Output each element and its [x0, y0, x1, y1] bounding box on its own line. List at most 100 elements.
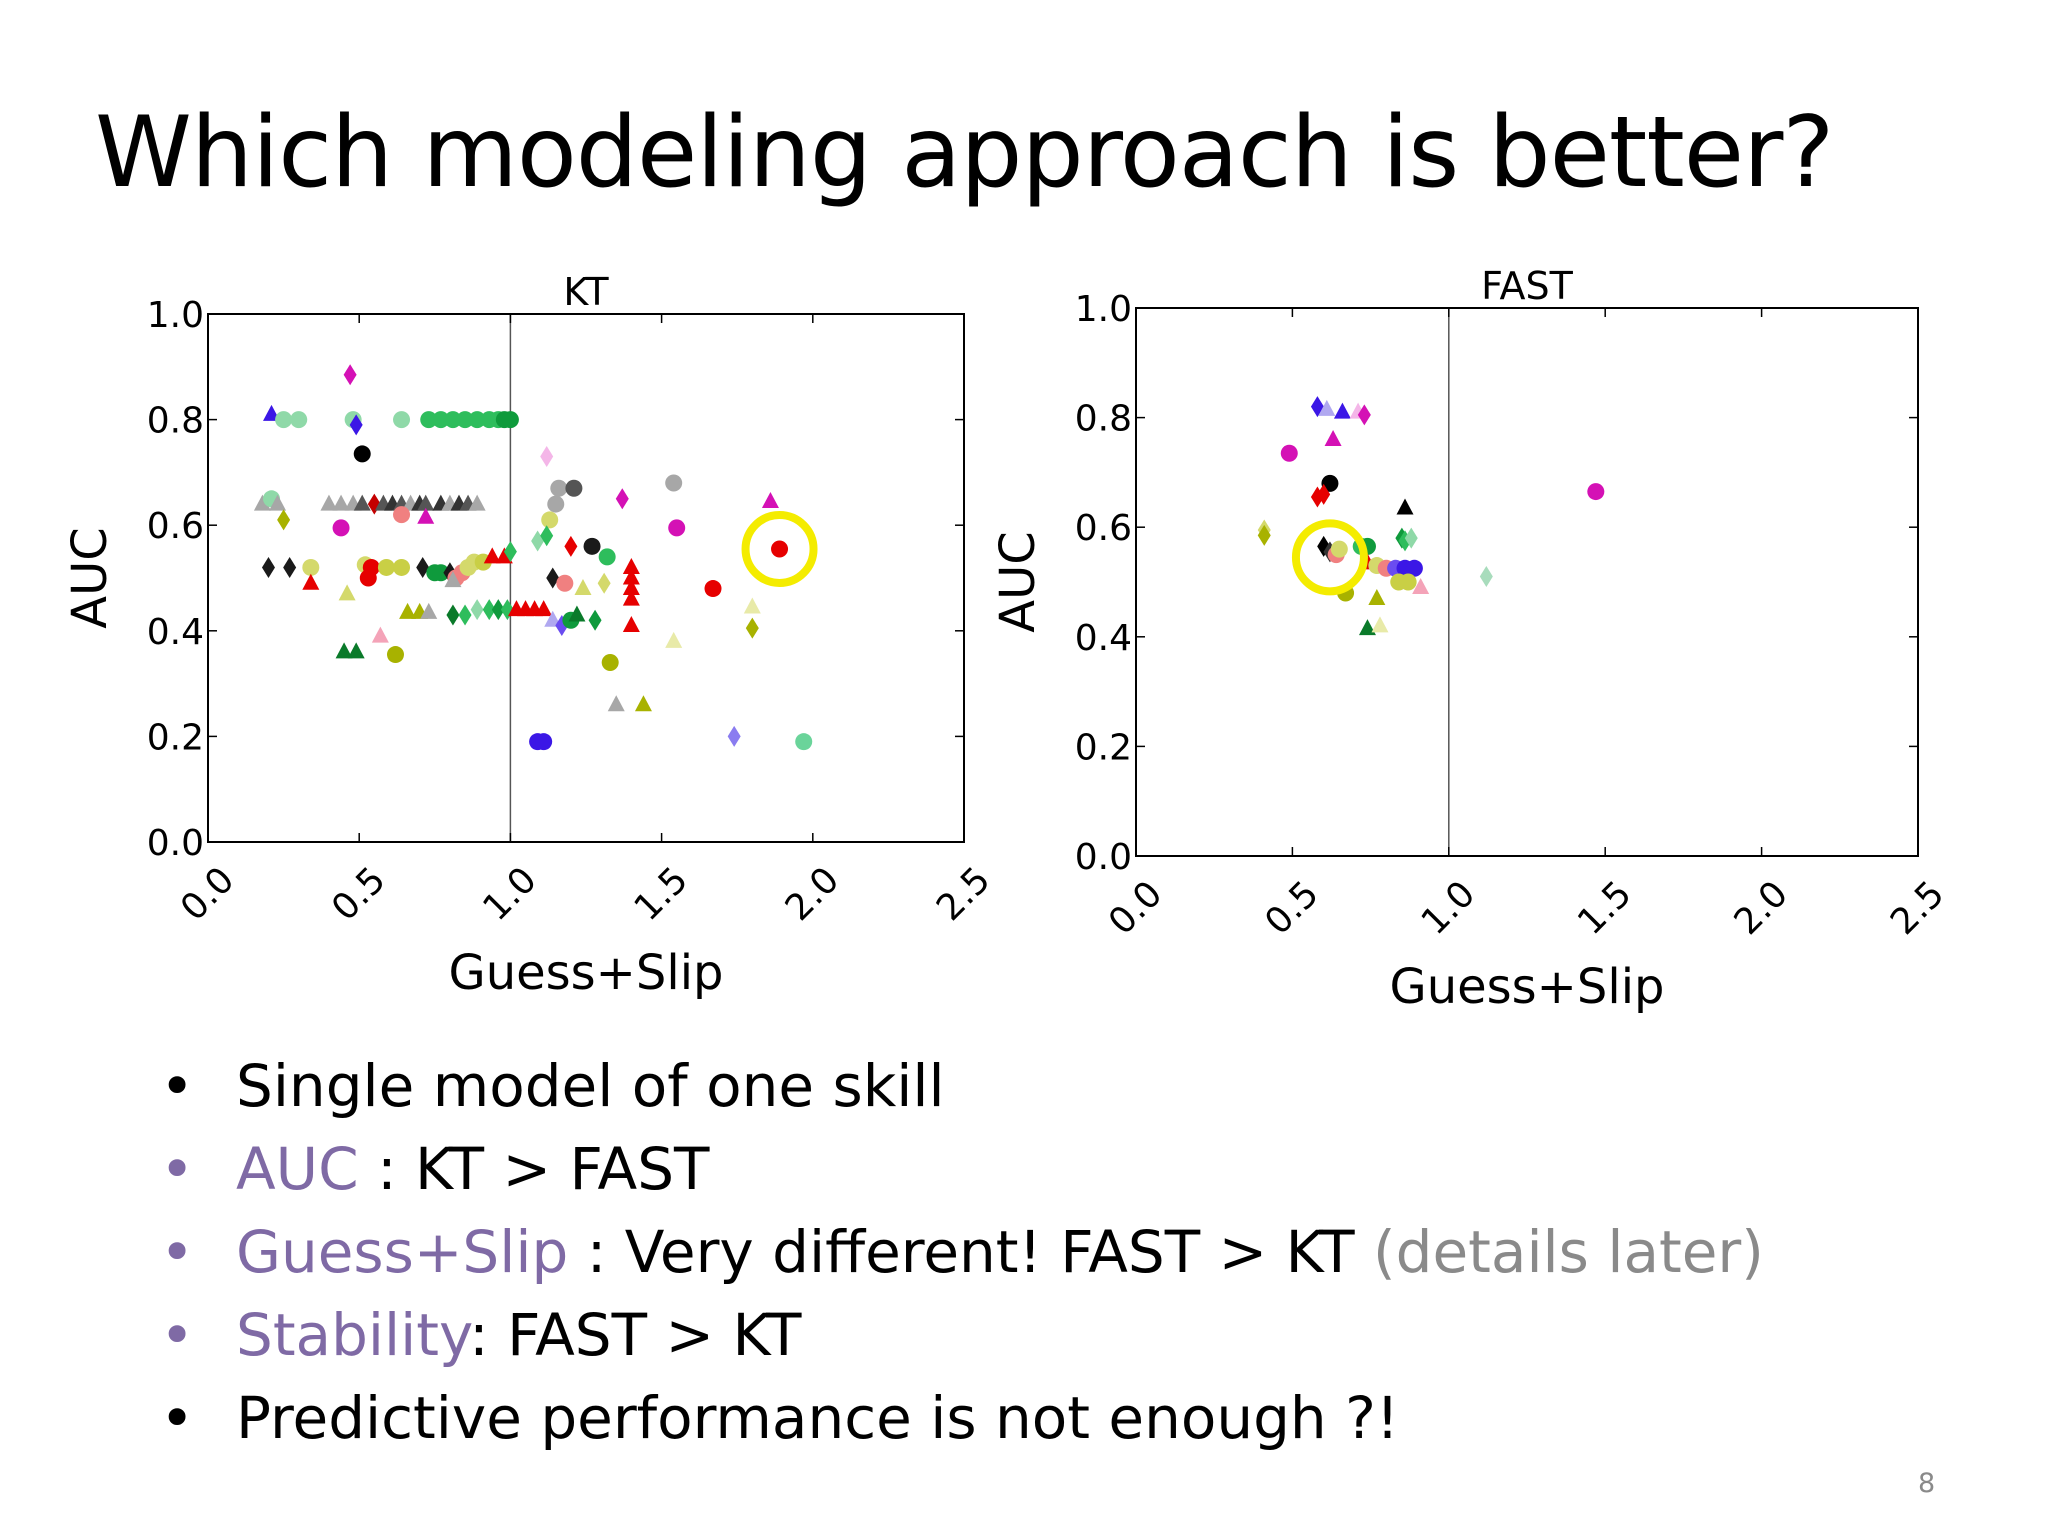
data-point — [1371, 616, 1389, 633]
data-point — [1399, 573, 1417, 591]
bullet-dot: • — [160, 1384, 195, 1452]
data-point — [745, 617, 759, 639]
data-point — [483, 547, 501, 564]
data-point — [622, 579, 640, 596]
y-tick-label: 1.0 — [147, 295, 204, 336]
bullet-item: • Predictive performance is not enough ?! — [160, 1377, 1764, 1460]
data-point — [332, 494, 350, 511]
bullet-term: Stability — [236, 1301, 470, 1369]
data-point — [386, 646, 404, 664]
data-point — [1324, 430, 1342, 447]
data-point — [377, 558, 395, 576]
data-point — [535, 733, 553, 751]
data-point — [622, 589, 640, 606]
x-axis-label: Guess+Slip — [1390, 959, 1665, 1015]
data-point — [540, 525, 554, 547]
bullet-text: : FAST > KT — [469, 1301, 802, 1369]
data-point — [416, 556, 430, 578]
data-point — [615, 488, 629, 510]
y-tick-label: 1.0 — [1075, 289, 1132, 330]
y-tick-label: 0.6 — [1075, 508, 1132, 549]
data-point — [444, 411, 462, 429]
data-point — [541, 511, 559, 529]
data-point — [1318, 399, 1336, 416]
plot-area — [1136, 308, 1918, 856]
slide-title: Which modeling approach is better? — [95, 96, 1834, 210]
data-point — [446, 604, 460, 626]
x-tick-label: 2.5 — [929, 859, 998, 928]
data-point — [1479, 566, 1493, 588]
data-point — [1357, 404, 1371, 426]
data-point — [564, 535, 578, 557]
data-point — [503, 541, 517, 563]
data-point — [598, 548, 616, 566]
x-tick-label: 1.5 — [1570, 873, 1639, 942]
data-point — [353, 445, 371, 463]
data-point — [1587, 483, 1605, 501]
data-point — [771, 540, 789, 558]
data-point — [1405, 559, 1423, 577]
data-point — [343, 364, 357, 386]
highlight-ring — [1291, 519, 1368, 596]
data-point — [1257, 524, 1271, 546]
data-point — [371, 626, 389, 643]
plot-frame — [207, 313, 965, 843]
bullet-item: • Stability: FAST > KT — [160, 1294, 1764, 1377]
data-point — [417, 494, 435, 511]
y-tick-label: 0.0 — [1075, 837, 1132, 878]
data-point — [568, 605, 586, 622]
y-axis-label: AUC — [62, 527, 118, 628]
data-point — [1396, 498, 1414, 515]
data-point — [540, 446, 554, 468]
x-tick-label: 0.0 — [173, 859, 242, 928]
data-point — [634, 695, 652, 712]
data-point — [420, 602, 438, 619]
data-point — [269, 494, 287, 511]
data-point — [727, 725, 741, 747]
data-point — [761, 491, 779, 508]
data-point — [622, 616, 640, 633]
data-point — [546, 567, 560, 589]
data-point — [482, 599, 496, 621]
data-point — [399, 602, 417, 619]
x-tick-label: 1.0 — [1414, 873, 1483, 942]
data-point — [743, 597, 761, 614]
data-point — [335, 642, 353, 659]
data-point — [349, 414, 363, 436]
data-point — [1368, 588, 1386, 605]
x-tick-label: 1.0 — [475, 859, 544, 928]
data-point — [668, 519, 686, 537]
data-point — [1333, 402, 1351, 419]
bullet-term: AUC — [236, 1135, 359, 1203]
y-tick-label: 0.0 — [147, 823, 204, 864]
data-point — [283, 556, 297, 578]
data-point — [556, 574, 574, 592]
x-tick-label: 0.5 — [1257, 873, 1326, 942]
data-point — [1310, 486, 1324, 508]
data-point — [320, 494, 338, 511]
data-point — [432, 411, 450, 429]
x-tick-label: 2.5 — [1883, 873, 1952, 942]
data-point — [456, 411, 474, 429]
chart-title: KT — [563, 270, 609, 314]
bullet-text: : Very different! FAST > KT — [568, 1218, 1374, 1286]
data-point — [547, 495, 565, 513]
data-point — [444, 571, 462, 588]
data-point — [290, 411, 308, 429]
data-point — [1330, 540, 1348, 558]
x-tick-label: 1.5 — [627, 859, 696, 928]
chart-title: FAST — [1481, 264, 1573, 308]
bullet-dot: • — [160, 1218, 195, 1286]
y-tick-label: 0.2 — [147, 717, 204, 758]
bullet-text: Single model of one skill — [236, 1052, 945, 1120]
data-point — [420, 411, 438, 429]
data-point — [588, 609, 602, 631]
data-point — [583, 537, 601, 555]
data-point — [544, 610, 562, 627]
y-tick-label: 0.8 — [1075, 399, 1132, 440]
x-tick-label: 2.0 — [1727, 873, 1796, 942]
x-tick-label: 0.5 — [324, 859, 393, 928]
bullet-dot: • — [160, 1052, 195, 1120]
data-point — [277, 509, 291, 531]
y-tick-label: 0.6 — [147, 506, 204, 547]
